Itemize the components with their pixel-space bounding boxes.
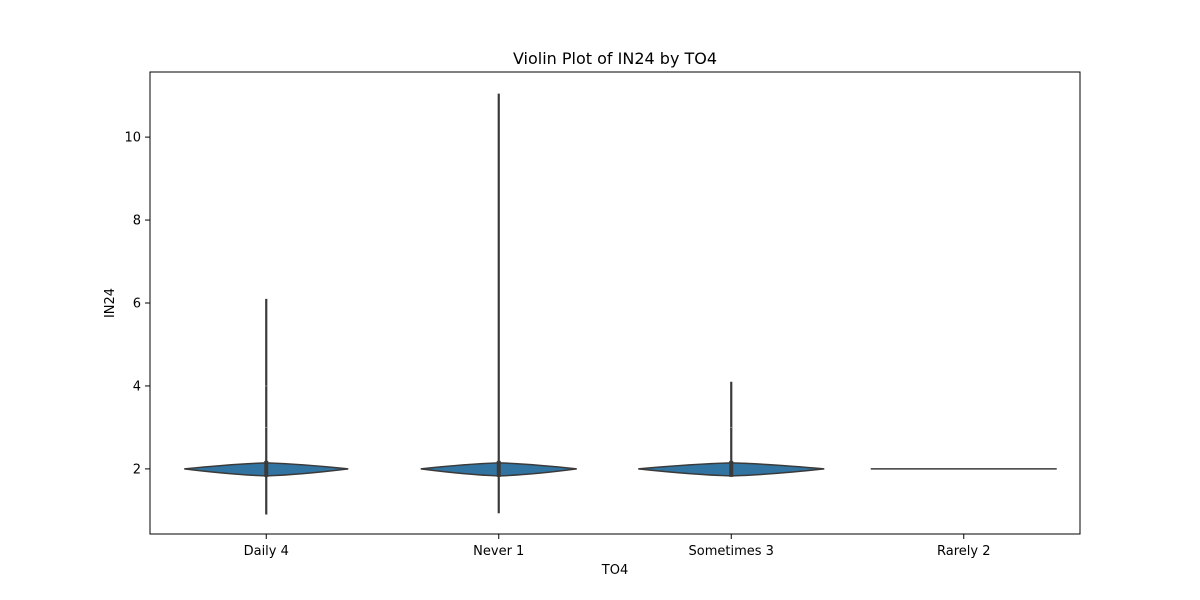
violin-1: [184, 298, 349, 515]
y-tick-label: 4: [133, 379, 141, 394]
y-axis: 2 4 6 8 10: [124, 131, 150, 477]
violins-group: [184, 93, 1057, 515]
violin-2: [420, 93, 577, 514]
chart-title: Violin Plot of IN24 by TO4: [513, 49, 717, 68]
y-tick-label: 10: [124, 131, 141, 146]
y-tick-label: 8: [133, 214, 141, 229]
x-tick-label: Rarely 2: [937, 544, 990, 559]
y-tick-label: 2: [133, 462, 141, 477]
x-axis: Daily 4 Never 1 Sometimes 3 Rarely 2: [244, 534, 990, 559]
x-tick-label: Daily 4: [244, 544, 289, 559]
y-tick-label: 6: [133, 297, 141, 312]
y-axis-title: IN24: [103, 288, 118, 318]
x-axis-title: TO4: [601, 563, 628, 578]
violin-3: [638, 381, 825, 477]
x-tick-label: Never 1: [473, 544, 524, 559]
x-tick-label: Sometimes 3: [689, 544, 774, 559]
